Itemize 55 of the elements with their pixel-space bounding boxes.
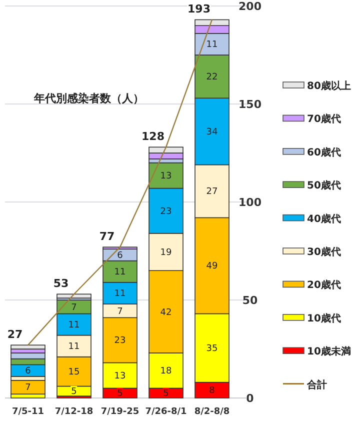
total-label: 193 [188, 2, 210, 16]
bar [10, 344, 46, 350]
total-label: 77 [99, 230, 115, 244]
legend-label: 10歳未満 [307, 346, 351, 358]
x-tick-label: 7/19-25 [100, 407, 140, 417]
data-label: 6 [117, 250, 124, 261]
y-tick-label: 200 [238, 0, 262, 13]
legend-label: 合計 [306, 378, 327, 391]
data-label: 7 [117, 306, 123, 317]
data-label: 5 [163, 389, 169, 400]
data-label: 22 [206, 72, 218, 83]
total-label: 27 [7, 328, 23, 342]
x-tick-label: 7/5-11 [12, 407, 44, 417]
data-label: 7 [25, 383, 31, 394]
legend-label: 40歳代 [307, 212, 341, 225]
data-label: 34 [206, 127, 218, 138]
data-label: 18 [160, 366, 172, 377]
data-label: 11 [68, 342, 80, 352]
x-tick-label: 7/26-8/1 [145, 407, 187, 417]
data-label: 42 [160, 308, 172, 318]
data-label: 13 [114, 371, 126, 382]
data-label: 6 [25, 366, 32, 377]
data-label: 5 [117, 389, 123, 400]
legend-label: 10歳代 [307, 312, 341, 324]
data-label: 15 [68, 368, 80, 378]
data-label: 11 [114, 289, 126, 300]
y-tick-label: 150 [238, 98, 262, 111]
data-label: 49 [206, 262, 218, 272]
total-label: 53 [53, 277, 69, 290]
data-label: 23 [160, 206, 172, 217]
y-tick-label: 50 [242, 294, 258, 307]
data-label: 11 [206, 40, 218, 50]
data-label: 11 [68, 320, 80, 330]
total-label: 128 [142, 130, 164, 144]
legend-label: 20歳代 [307, 279, 341, 292]
x-tick-label: 8/2-8/8 [194, 407, 230, 417]
data-label: 35 [206, 344, 218, 354]
legend-label: 60歳代 [307, 146, 341, 158]
data-label: 13 [160, 172, 172, 182]
data-label: 5 [71, 387, 77, 398]
data-label: 11 [114, 268, 126, 278]
data-label: 7 [71, 302, 77, 313]
legend-label: 80歳以上 [307, 80, 351, 92]
bar [56, 294, 92, 298]
legend-label: 70歳代 [307, 113, 341, 126]
y-tick-label: 0 [246, 392, 254, 405]
data-label: 23 [114, 336, 126, 346]
text: 年代別感染者数（人） [33, 92, 144, 105]
data-label: 27 [206, 187, 218, 198]
data-label: 8 [209, 386, 216, 396]
legend-label: 50歳代 [307, 180, 341, 192]
data-label: 19 [160, 248, 172, 258]
y-tick-label: 100 [238, 196, 262, 209]
legend-label: 30歳代 [307, 246, 341, 258]
x-tick-label: 7/12-18 [54, 407, 94, 417]
